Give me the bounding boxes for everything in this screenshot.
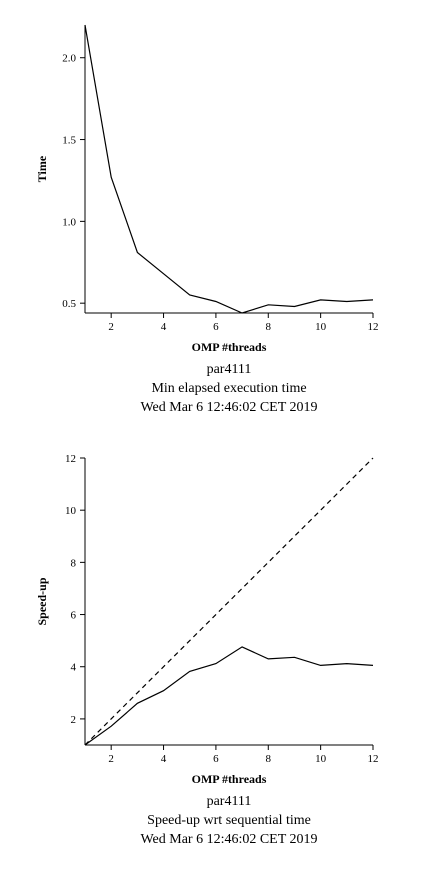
x-tick-label: 4	[161, 753, 167, 765]
x-tick-label: 8	[266, 321, 272, 333]
x-tick-label: 4	[161, 321, 167, 333]
series-line-2	[84, 646, 374, 746]
caption-line-3: Wed Mar 6 12:46:02 CET 2019	[140, 400, 317, 415]
y-tick-label: 12	[65, 453, 76, 465]
x-tick-label: 2	[108, 753, 114, 765]
y-tick-label: 4	[71, 662, 77, 674]
x-tick-label: 8	[266, 753, 272, 765]
x-tick-label: 12	[368, 321, 379, 333]
caption-line-2: Speed-up wrt sequential time	[147, 813, 311, 828]
y-tick-label: 10	[65, 505, 77, 517]
y-tick-label: 2	[71, 714, 77, 726]
chart-2: 2 4 6 8 10 12 2 4 6 8 10 12	[65, 453, 379, 765]
caption-line-2: Min elapsed execution time	[151, 381, 306, 396]
x-axis-label: OMP #threads	[192, 772, 267, 786]
x-tick-label: 6	[213, 321, 219, 333]
x-tick-label: 6	[213, 753, 219, 765]
y-tick-label: 0.5	[62, 298, 76, 310]
x-tick-label: 12	[368, 753, 379, 765]
y-tick-label: 6	[71, 610, 77, 622]
caption-line-3: Wed Mar 6 12:46:02 CET 2019	[140, 832, 317, 847]
y-axis-label: Time	[35, 155, 49, 182]
series-line-1	[84, 457, 374, 746]
y-tick-label: 2.0	[62, 53, 76, 65]
y-tick-label: 1.5	[62, 135, 76, 147]
x-tick-label: 2	[108, 321, 114, 333]
chart-1: 2 4 6 8 10 12 0.5 1.0 1.5 2.0	[62, 24, 379, 333]
x-tick-label: 10	[315, 753, 327, 765]
x-tick-label: 10	[315, 321, 327, 333]
y-tick-label: 8	[71, 557, 77, 569]
series-line-1	[84, 24, 374, 314]
x-axis-label: OMP #threads	[192, 340, 267, 354]
y-axis-label: Speed-up	[35, 577, 49, 625]
caption-line-1: par4111	[207, 794, 252, 809]
caption-line-1: par4111	[207, 362, 252, 377]
y-tick-label: 1.0	[62, 216, 76, 228]
